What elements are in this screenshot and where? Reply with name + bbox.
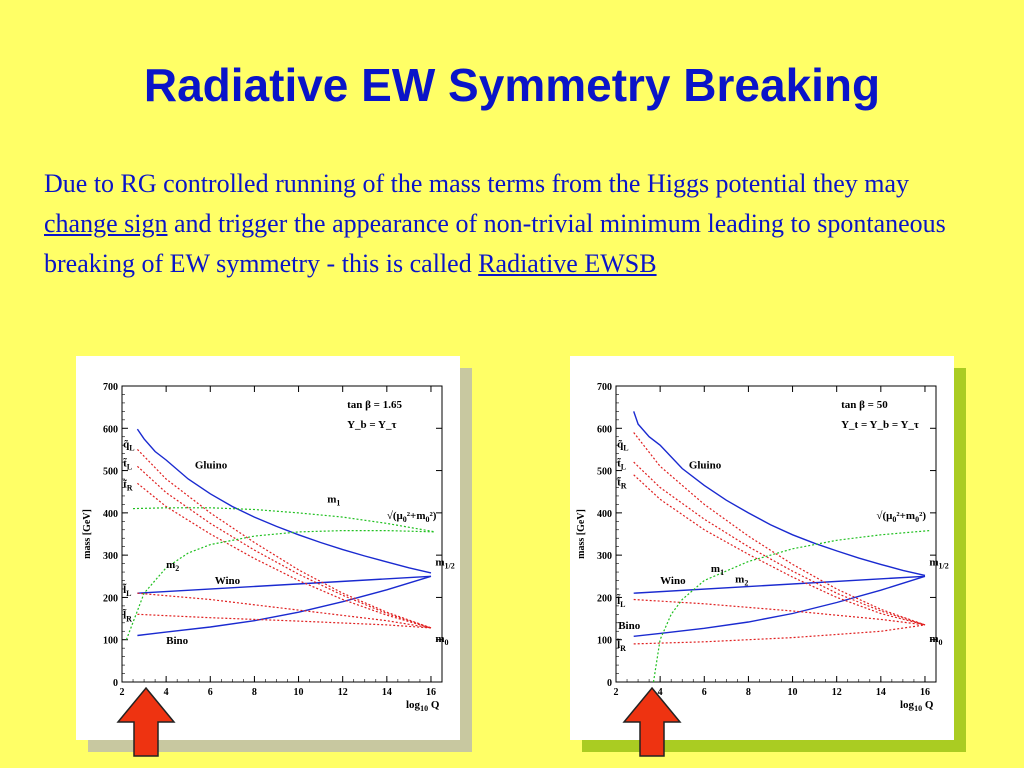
y-tick-label: 100 — [597, 636, 612, 647]
series-line — [633, 432, 926, 626]
series-line — [136, 428, 432, 574]
series-line — [137, 482, 432, 629]
y-tick-label: 300 — [597, 551, 612, 562]
y-tick-label: 0 — [607, 678, 612, 689]
series-line — [633, 411, 926, 577]
x-tick-label: 4 — [164, 687, 169, 698]
x-tick-label: 2 — [120, 687, 125, 698]
curve-label: l̃L — [617, 594, 626, 609]
x-tick-label: 6 — [208, 687, 213, 698]
curve-label: √(μ0²+m0²) — [876, 510, 926, 524]
curve-label: t̃R — [123, 478, 133, 492]
y-tick-label: 600 — [597, 424, 612, 435]
underlined-radiative-ewsb: Radiative EWSB — [478, 249, 657, 278]
curve-label: m1 — [711, 563, 724, 577]
series-line — [633, 575, 926, 637]
curve-label: m0 — [435, 633, 448, 647]
x-tick-label: 16 — [920, 687, 930, 698]
series-line — [633, 598, 926, 626]
series-line — [132, 507, 436, 533]
x-tick-label: 2 — [614, 687, 619, 698]
curve-label: l̃R — [123, 608, 132, 623]
y-axis-label: mass [GeV] — [576, 509, 587, 559]
series-line — [136, 465, 432, 629]
param-label: Y_b = Y_τ — [347, 419, 396, 431]
curve-label: m0 — [929, 633, 942, 647]
x-tick-label: 14 — [382, 687, 392, 698]
series-line — [125, 530, 436, 640]
curve-label: m1 — [327, 493, 340, 507]
underlined-change-sign: change sign — [44, 209, 168, 238]
series-line — [136, 448, 432, 629]
right-up-arrow-icon — [622, 686, 682, 757]
series-line — [137, 613, 432, 629]
x-tick-label: 12 — [832, 687, 842, 698]
curve-label: Wino — [660, 575, 686, 587]
curve-label: m1/2 — [435, 557, 454, 571]
series-line — [137, 575, 432, 594]
x-tick-label: 12 — [338, 687, 348, 698]
x-tick-label: 4 — [658, 687, 663, 698]
curve-label: √(μ0²+m0²) — [387, 510, 437, 524]
y-tick-label: 400 — [597, 509, 612, 520]
curve-label: q̃L — [123, 438, 134, 452]
paragraph-text-2: and trigger the appearance of non-trivia… — [44, 209, 946, 278]
curve-label: m2 — [166, 559, 179, 573]
x-tick-label: 14 — [876, 687, 886, 698]
curve-label: t̃R — [617, 476, 627, 490]
x-axis-label: log10 Q — [900, 699, 934, 713]
x-tick-label: 6 — [702, 687, 707, 698]
x-tick-label: 10 — [788, 687, 798, 698]
curve-label: Bino — [166, 635, 189, 647]
x-axis-label: log10 Q — [406, 699, 440, 713]
y-tick-label: 100 — [103, 636, 118, 647]
x-tick-label: 16 — [426, 687, 436, 698]
curve-label: m2 — [735, 574, 748, 588]
y-tick-label: 0 — [113, 678, 118, 689]
paragraph-text-1: Due to RG controlled running of the mass… — [44, 169, 910, 198]
x-tick-label: 10 — [294, 687, 304, 698]
right-chart: 0 100 200 300 400 500 600 700 2 4 6 8 10 12 14 16 mass [… — [576, 382, 949, 713]
right-chart-panel: 0 100 200 300 400 500 600 700 2 4 6 8 10 12 14 16 mass [… — [570, 356, 954, 740]
curve-label: t̃L — [617, 457, 626, 471]
series-line — [652, 530, 930, 683]
y-axis-label: mass [GeV] — [82, 509, 93, 559]
series-line — [633, 575, 926, 594]
curve-label: t̃L — [123, 457, 132, 471]
plot-frame — [121, 385, 443, 683]
series-line — [633, 474, 926, 626]
slide-paragraph: Due to RG controlled running of the mass… — [44, 164, 984, 284]
curve-label: l̃R — [617, 638, 626, 653]
y-tick-label: 200 — [597, 593, 612, 604]
y-tick-label: 300 — [103, 551, 118, 562]
y-tick-label: 500 — [103, 467, 118, 478]
series-line — [633, 624, 926, 645]
left-chart-panel: 0 100 200 300 400 500 600 700 2 4 6 8 10 12 14 16 mass [… — [76, 356, 460, 740]
x-tick-label: 8 — [252, 687, 257, 698]
curve-label: Bino — [618, 620, 641, 632]
series-line — [137, 575, 432, 637]
param-label: tan β = 50 — [841, 399, 888, 411]
left-chart: 0 100 200 300 400 500 600 700 2 4 6 8 10 12 14 16 mass [… — [82, 382, 455, 713]
x-tick-label: 8 — [746, 687, 751, 698]
curve-label: Gluino — [195, 459, 228, 471]
series-line — [137, 592, 432, 629]
series-line — [633, 461, 926, 626]
y-tick-label: 500 — [597, 467, 612, 478]
curve-label: l̃L — [123, 583, 132, 598]
param-label: tan β = 1.65 — [347, 399, 402, 411]
slide-title: Radiative EW Symmetry Breaking — [143, 59, 881, 111]
curve-label: q̃L — [617, 438, 628, 452]
param-label: Y_t = Y_b = Y_τ — [841, 419, 919, 431]
y-tick-label: 700 — [103, 382, 118, 393]
y-tick-label: 400 — [103, 509, 118, 520]
y-tick-label: 600 — [103, 424, 118, 435]
plot-frame — [615, 385, 937, 683]
curve-label: Gluino — [689, 459, 722, 471]
curve-label: Wino — [215, 575, 241, 587]
y-tick-label: 200 — [103, 593, 118, 604]
curve-label: m1/2 — [929, 557, 948, 571]
y-tick-label: 700 — [597, 382, 612, 393]
left-up-arrow-icon — [116, 686, 176, 757]
